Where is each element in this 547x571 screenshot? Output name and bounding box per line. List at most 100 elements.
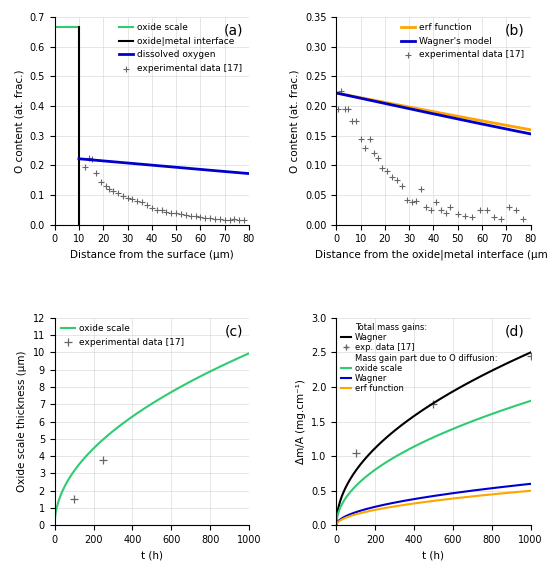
oxide scale: [130, 412, 137, 419]
oxide scale: [71, 467, 78, 474]
Legend: oxide scale, oxide|metal interface, dissolved oxygen, experimental data [17]: oxide scale, oxide|metal interface, diss…: [118, 22, 245, 75]
experimental data [17]: [378, 164, 387, 173]
experimental data [17]: [191, 212, 200, 221]
experimental data [17]: [138, 198, 147, 207]
experimental data [17]: [109, 187, 118, 196]
experimental data [17]: [519, 214, 528, 223]
Line: oxide scale: oxide scale: [336, 401, 531, 524]
experimental data [17]: [468, 212, 476, 222]
erf function: [427, 107, 433, 114]
experimental data [17]: [398, 182, 406, 191]
erf function: [522, 126, 529, 132]
Wagner: [333, 520, 340, 527]
experimental data [17]: [216, 215, 224, 224]
oxide scale: [467, 419, 473, 425]
experimental data [17]: [361, 143, 370, 152]
experimental data [17]: [84, 154, 93, 163]
experimental data [17]: [152, 205, 161, 214]
experimental data [17]: [383, 167, 392, 176]
experimental data [17]: [99, 456, 108, 465]
erf function: [492, 120, 499, 127]
experimental data [17]: [101, 182, 110, 191]
experimental data [17]: [453, 210, 462, 219]
oxide scale: [246, 350, 252, 357]
Wagner_diff: [353, 509, 359, 516]
erf function: [467, 493, 473, 500]
Line: dissolved oxygen: dissolved oxygen: [79, 159, 249, 174]
experimental data [17]: [417, 184, 426, 194]
Wagner_diff: [527, 480, 534, 487]
Text: (c): (c): [225, 324, 243, 338]
oxide scale: [75, 23, 82, 30]
experimental data [17]: [333, 104, 342, 114]
Text: (d): (d): [505, 324, 525, 338]
erf function: [488, 491, 494, 498]
experimental data [17]: [148, 204, 156, 213]
experimental data [17]: [403, 195, 411, 204]
oxide scale: [418, 439, 425, 446]
experimental data [17]: [388, 172, 397, 182]
Y-axis label: O content (at. frac.): O content (at. frac.): [289, 69, 299, 172]
Wagner: [353, 467, 359, 473]
experimental data [17]: [427, 205, 435, 214]
Line: Wagner_diff: Wagner_diff: [336, 484, 531, 525]
Text: (b): (b): [505, 23, 525, 37]
experimental data [17]: [182, 211, 190, 220]
Legend: Total mass gains:, Wagner, exp. data [17], Mass gain part due to O diffusion:, o: Total mass gains:, Wagner, exp. data [17…: [341, 322, 498, 394]
Line: erf function: erf function: [336, 93, 531, 130]
experimental data [17]: [143, 201, 152, 210]
erf function: [412, 500, 418, 506]
experimental data [17]: [113, 189, 122, 198]
experimental data [17]: [511, 205, 520, 214]
oxide scale: [206, 368, 213, 375]
Wagner_diff: [485, 485, 491, 492]
X-axis label: t (h): t (h): [141, 550, 163, 561]
erf function: [333, 521, 340, 528]
dissolved oxygen: [156, 162, 163, 169]
exp. data [17]: [526, 351, 535, 360]
Line: Wagner: Wagner: [336, 352, 531, 524]
experimental data [17]: [201, 213, 210, 222]
Wagner's model: [527, 130, 534, 137]
experimental data [17]: [432, 198, 440, 207]
experimental data [17]: [88, 155, 97, 164]
exp. data [17]: [351, 448, 360, 457]
Y-axis label: Oxide scale thickness (μm): Oxide scale thickness (μm): [17, 351, 27, 492]
experimental data [17]: [206, 214, 214, 223]
Wagner_diff: [418, 494, 425, 501]
Wagner's model: [427, 110, 433, 116]
Wagner: [412, 412, 418, 419]
experimental data [17]: [407, 198, 416, 207]
erf function: [426, 107, 432, 114]
Wagner: [467, 379, 473, 385]
experimental data [17]: [128, 195, 137, 204]
experimental data [17]: [356, 134, 365, 143]
oxide scale: [203, 370, 210, 377]
erf function: [485, 492, 491, 498]
experimental data [17]: [482, 205, 491, 214]
experimental data [17]: [118, 192, 127, 201]
Wagner's model: [333, 90, 340, 96]
erf function: [527, 126, 534, 133]
dissolved oxygen: [215, 167, 222, 174]
experimental data [17]: [211, 214, 219, 223]
erf function: [418, 499, 425, 506]
Wagner: [527, 349, 534, 356]
experimental data [17]: [80, 162, 89, 171]
Line: Wagner's model: Wagner's model: [336, 93, 531, 134]
experimental data [17]: [490, 213, 498, 222]
experimental data [17]: [167, 208, 176, 218]
dissolved oxygen: [158, 163, 164, 170]
oxide scale: [51, 23, 58, 30]
experimental data [17]: [70, 494, 79, 503]
experimental data [17]: [220, 215, 229, 224]
experimental data [17]: [162, 207, 171, 216]
oxide scale: [51, 522, 58, 529]
experimental data [17]: [366, 134, 375, 143]
experimental data [17]: [348, 116, 357, 126]
dissolved oxygen: [75, 155, 82, 162]
erf function: [527, 487, 534, 494]
experimental data [17]: [123, 194, 132, 203]
experimental data [17]: [475, 205, 484, 214]
oxide scale: [488, 411, 494, 417]
